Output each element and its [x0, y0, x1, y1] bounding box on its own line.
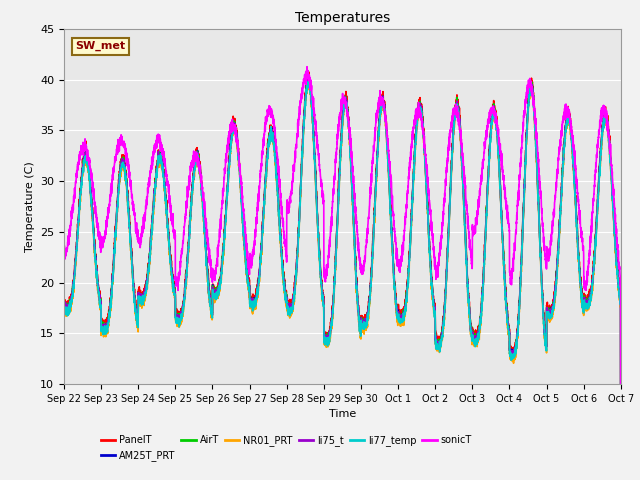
- AM25T_PRT: [322, 335, 330, 341]
- li75_t: [160, 177, 168, 183]
- PanelT: [616, 291, 624, 297]
- PanelT: [467, 324, 475, 330]
- PanelT: [436, 336, 444, 342]
- AirT: [322, 335, 330, 341]
- Legend: PanelT, AM25T_PRT, AirT, NR01_PRT, li75_t, li77_temp, sonicT: PanelT, AM25T_PRT, AirT, NR01_PRT, li75_…: [97, 432, 476, 465]
- li77_temp: [160, 180, 168, 186]
- Line: NR01_PRT: NR01_PRT: [64, 83, 621, 480]
- sonicT: [322, 267, 330, 273]
- AirT: [60, 298, 68, 304]
- PanelT: [305, 69, 312, 75]
- Line: sonicT: sonicT: [64, 67, 621, 480]
- AM25T_PRT: [60, 297, 68, 303]
- sonicT: [160, 154, 168, 160]
- sonicT: [467, 257, 475, 263]
- li75_t: [305, 75, 313, 81]
- AM25T_PRT: [436, 342, 444, 348]
- li77_temp: [305, 79, 312, 84]
- AirT: [499, 238, 507, 243]
- AirT: [436, 338, 444, 344]
- Line: AirT: AirT: [64, 76, 621, 480]
- NR01_PRT: [616, 299, 624, 304]
- li77_temp: [616, 299, 624, 304]
- PanelT: [499, 239, 507, 245]
- li77_temp: [322, 337, 330, 343]
- sonicT: [303, 64, 311, 70]
- sonicT: [616, 273, 624, 278]
- NR01_PRT: [60, 303, 68, 309]
- X-axis label: Time: Time: [329, 409, 356, 419]
- sonicT: [60, 246, 68, 252]
- PanelT: [322, 332, 330, 337]
- NR01_PRT: [304, 80, 312, 86]
- NR01_PRT: [436, 344, 444, 350]
- sonicT: [499, 176, 507, 181]
- li75_t: [322, 333, 330, 339]
- PanelT: [160, 172, 168, 178]
- NR01_PRT: [467, 330, 475, 336]
- li75_t: [616, 294, 624, 300]
- AM25T_PRT: [304, 74, 312, 80]
- li77_temp: [60, 300, 68, 305]
- Line: li77_temp: li77_temp: [64, 82, 621, 480]
- sonicT: [436, 240, 444, 245]
- AM25T_PRT: [160, 177, 168, 183]
- li77_temp: [436, 342, 444, 348]
- NR01_PRT: [160, 182, 168, 188]
- NR01_PRT: [322, 339, 330, 345]
- PanelT: [60, 297, 68, 303]
- Text: SW_met: SW_met: [75, 41, 125, 51]
- li75_t: [60, 300, 68, 305]
- AM25T_PRT: [616, 296, 624, 302]
- Y-axis label: Temperature (C): Temperature (C): [24, 161, 35, 252]
- AirT: [160, 177, 168, 182]
- li75_t: [499, 240, 507, 245]
- AM25T_PRT: [467, 327, 475, 333]
- li77_temp: [499, 241, 507, 247]
- AirT: [305, 73, 312, 79]
- Line: li75_t: li75_t: [64, 78, 621, 480]
- Title: Temperatures: Temperatures: [295, 11, 390, 25]
- NR01_PRT: [499, 246, 507, 252]
- Line: AM25T_PRT: AM25T_PRT: [64, 77, 621, 480]
- AirT: [616, 294, 624, 300]
- Line: PanelT: PanelT: [64, 72, 621, 480]
- li75_t: [467, 329, 475, 335]
- AirT: [467, 327, 475, 333]
- AM25T_PRT: [499, 240, 507, 246]
- li77_temp: [467, 329, 475, 335]
- li75_t: [436, 341, 444, 347]
